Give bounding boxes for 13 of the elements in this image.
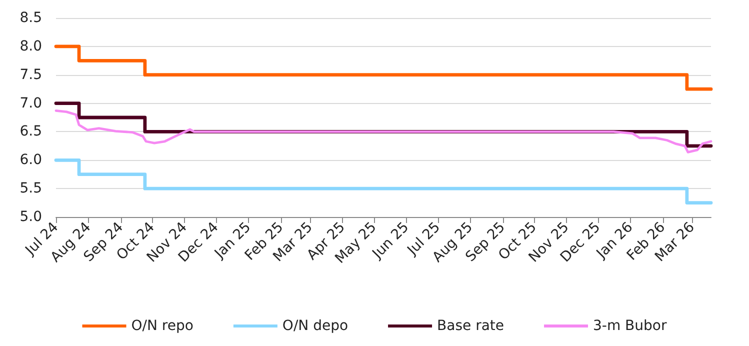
legend-label: O/N depo: [282, 318, 348, 334]
y-tick-label: 6.5: [20, 124, 42, 140]
y-tick-label: 8.0: [20, 38, 42, 54]
legend-label: 3-m Bubor: [593, 318, 667, 334]
y-tick-label: 8.5: [20, 10, 42, 26]
legend-label: Base rate: [437, 318, 504, 334]
y-tick-label: 7.0: [20, 95, 42, 112]
y-tick-label: 5.0: [20, 209, 42, 225]
y-tick-label: 5.5: [20, 180, 42, 197]
y-tick-label: 7.5: [20, 66, 42, 83]
line-series: [54, 109, 712, 154]
legend-label: O/N repo: [131, 318, 194, 334]
y-tick-label: 6.0: [20, 152, 42, 168]
